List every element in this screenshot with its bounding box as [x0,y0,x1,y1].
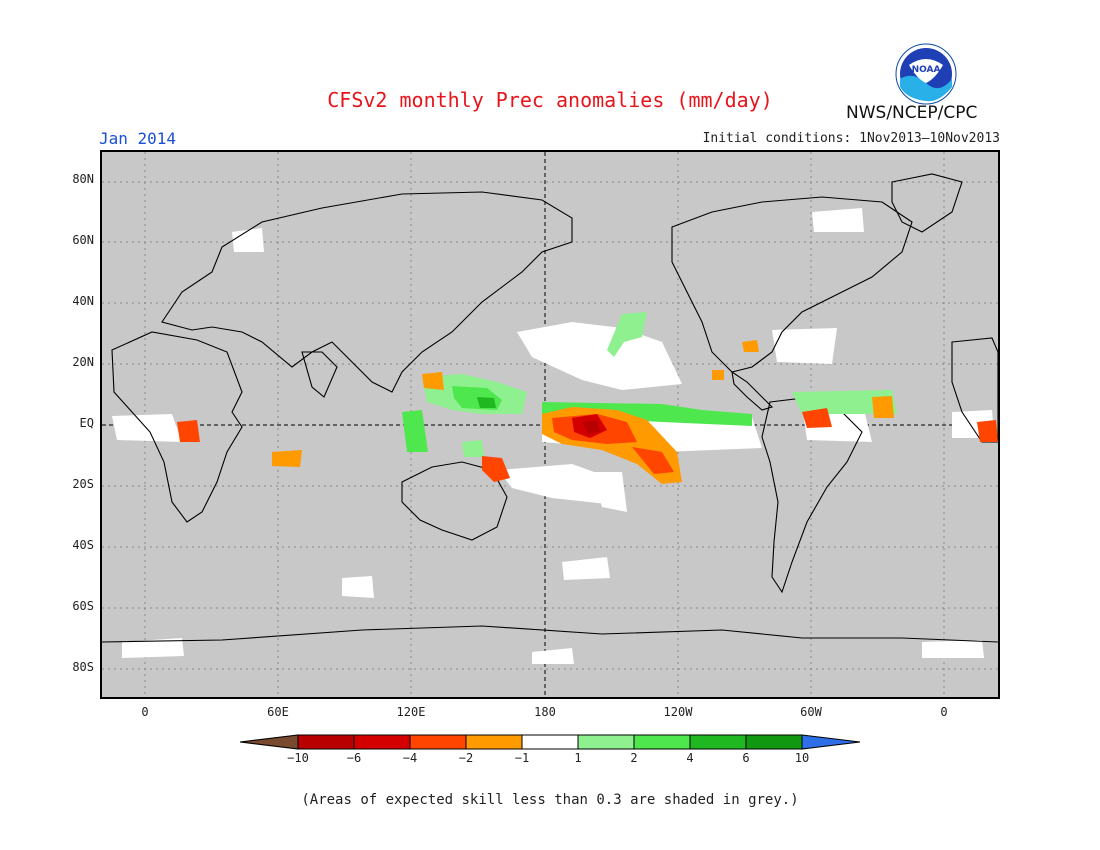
lon-label-0: 0 [141,705,149,719]
positive-anomalies [402,312,897,457]
graticule [102,152,998,697]
lat-label-80s: 80S [72,660,94,674]
colorbar-label: −10 [287,751,309,765]
skill-footnote: (Areas of expected skill less than 0.3 a… [301,792,799,808]
initial-conditions: Initial conditions: 1Nov2013–10Nov2013 [702,131,1000,146]
lon-label-180: 180 [534,705,556,719]
colorbar-label: −1 [514,751,530,765]
colorbar-label: −4 [402,751,418,765]
lon-label-120e: 120E [396,705,426,719]
negative-anomalies [177,340,998,484]
lat-label-60n: 60N [72,233,94,247]
colorbar-label: −2 [458,751,474,765]
lat-label-60s: 60S [72,599,94,613]
lat-label-20n: 20N [72,355,94,369]
forecast-month: Jan 2014 [99,129,177,148]
lon-label-120w: 120W [663,705,693,719]
noaa-logo: NOAA [895,43,957,105]
lat-label-80n: 80N [72,172,94,186]
lon-label-0-right: 0 [940,705,948,719]
colorbar-label: 4 [686,751,694,765]
lon-label-60w: 60W [800,705,822,719]
lat-label-40n: 40N [72,294,94,308]
lat-label-eq: EQ [79,416,94,430]
precip-anomaly-map [100,150,1000,699]
colorbar-label: −6 [346,751,362,765]
colorbar-label: 2 [630,751,638,765]
svg-text:NOAA: NOAA [912,65,941,75]
coastlines [102,173,998,643]
lat-label-40s: 40S [72,538,94,552]
lon-label-60e: 60E [267,705,289,719]
colorbar-label: 10 [794,751,810,765]
colorbar-label: 6 [742,751,750,765]
lat-label-20s: 20S [72,477,94,491]
colorbar-arrow-high [801,734,861,750]
colorbar-arrow-low [240,734,299,750]
agency-label: NWS/NCEP/CPC [846,103,978,123]
colorbar-label: 1 [574,751,582,765]
colorbar [240,734,861,750]
chart-title: CFSv2 monthly Prec anomalies (mm/day) [327,88,773,112]
